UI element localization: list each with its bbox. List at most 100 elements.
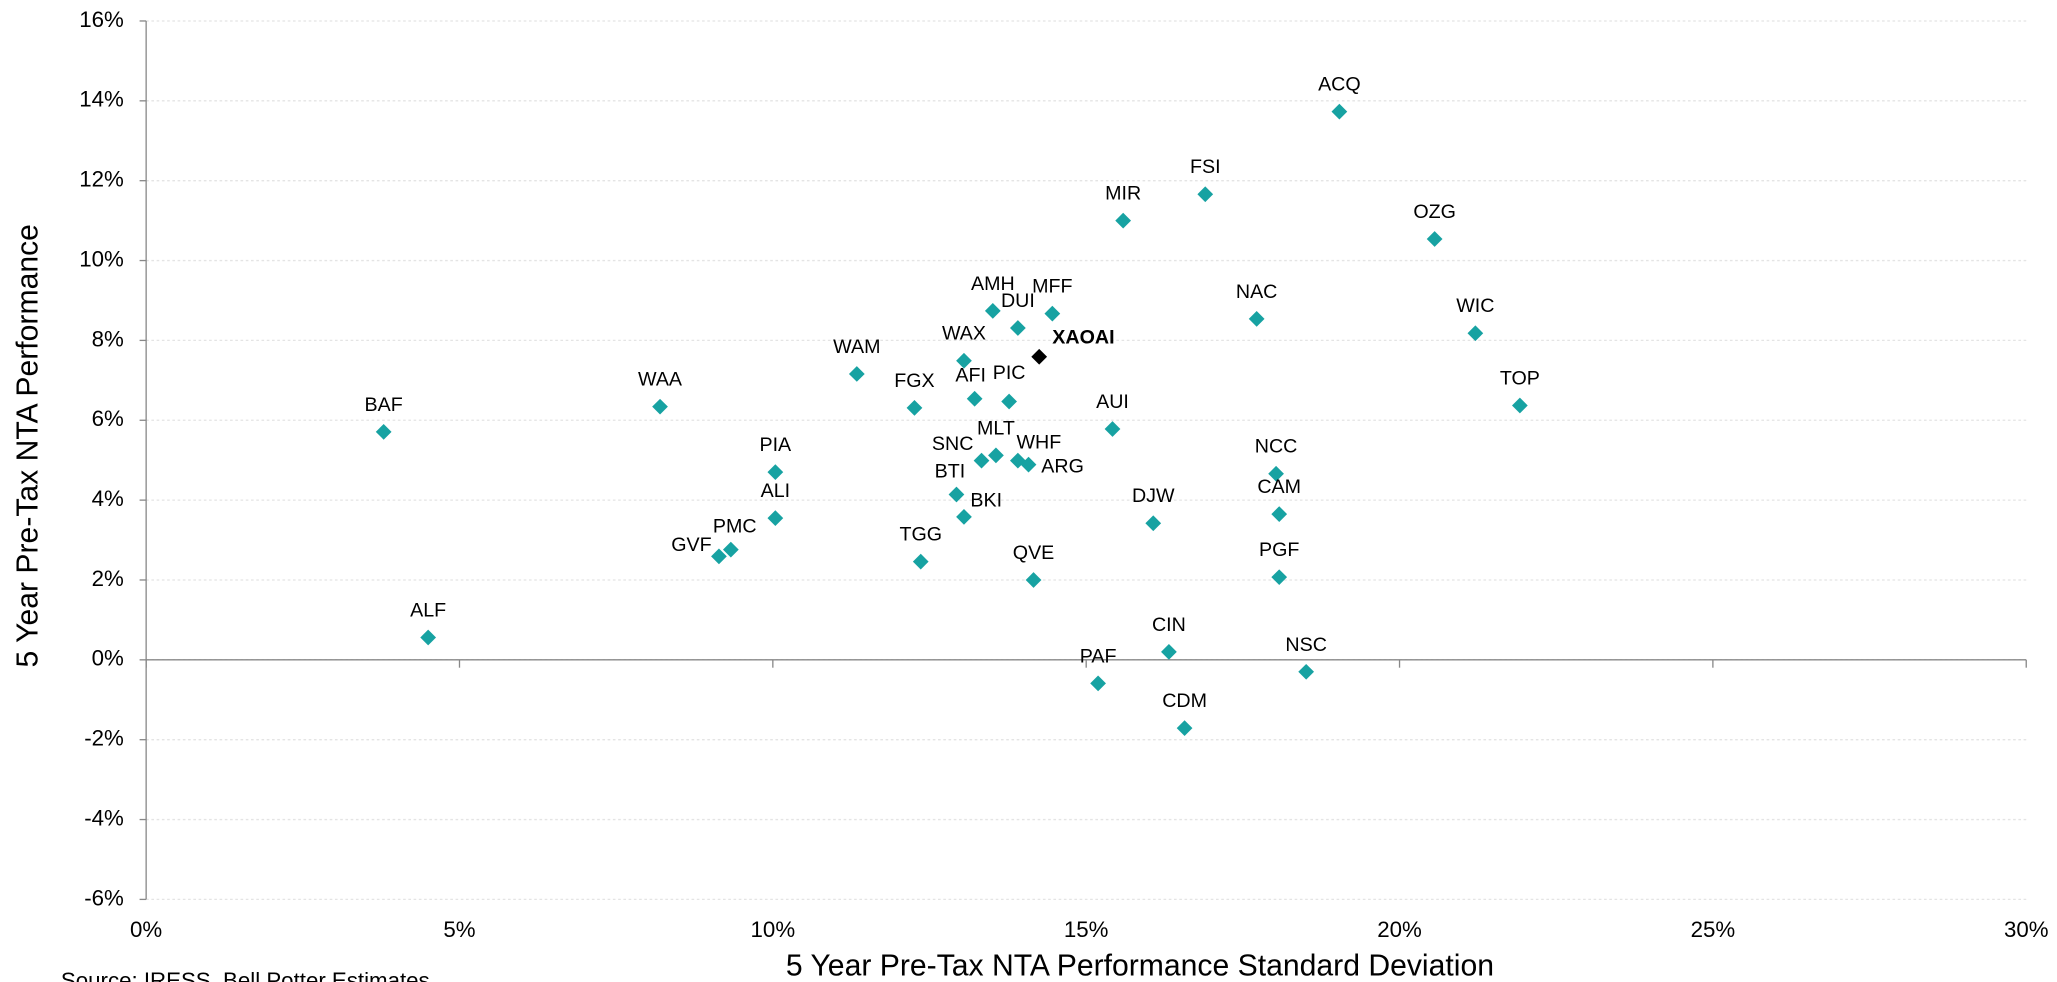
point-label: FGX	[894, 370, 934, 392]
point	[1145, 515, 1162, 532]
point	[1161, 643, 1177, 660]
point	[1020, 456, 1037, 473]
point	[1010, 320, 1026, 336]
point-label: AFI	[955, 365, 986, 387]
point-label: AUI	[1096, 391, 1129, 413]
y-tick-label: -6%	[84, 885, 124, 910]
point	[1031, 348, 1048, 365]
point	[988, 447, 1004, 464]
point	[1511, 397, 1528, 414]
point-label: PIC	[993, 362, 1026, 384]
point-label: PGF	[1259, 539, 1299, 561]
point-label: CIN	[1152, 614, 1186, 636]
point-label: DUI	[1001, 290, 1035, 312]
point	[1176, 720, 1193, 736]
y-tick-label: 14%	[79, 87, 124, 112]
x-axis-title: 5 Year Pre-Tax NTA Performance Standard …	[786, 950, 1494, 982]
x-tick-label: 5%	[443, 917, 475, 942]
point-label: OZG	[1413, 201, 1456, 223]
point	[1090, 675, 1106, 692]
x-tick-label: 20%	[1377, 917, 1422, 942]
point	[906, 400, 923, 416]
point	[912, 553, 929, 570]
x-tick-label: 15%	[1064, 917, 1109, 942]
point-label: QVE	[1013, 542, 1055, 564]
point	[1467, 325, 1484, 342]
point	[966, 390, 983, 407]
point	[1298, 663, 1315, 680]
y-tick-label: 10%	[79, 246, 124, 271]
y-tick-label: 2%	[92, 566, 124, 591]
point-label: TOP	[1500, 367, 1540, 389]
point-label: PAF	[1080, 645, 1117, 667]
point-label: CAM	[1257, 476, 1301, 498]
point	[420, 629, 437, 646]
point-label: PIA	[760, 434, 793, 456]
point-label: GVF	[671, 534, 711, 556]
point-label: DJW	[1132, 485, 1175, 507]
point	[956, 352, 972, 369]
point	[1115, 212, 1132, 229]
point-label: ACQ	[1318, 74, 1361, 96]
x-tick-label: 10%	[751, 917, 796, 942]
point	[652, 398, 668, 415]
point-label: WHF	[1016, 432, 1061, 454]
y-tick-label: 4%	[92, 486, 124, 511]
y-tick-label: -4%	[84, 805, 124, 830]
x-tick-label: 25%	[1691, 917, 1736, 942]
point-label: MLT	[977, 417, 1015, 439]
y-tick-label: 16%	[79, 7, 124, 32]
point	[848, 366, 865, 382]
point-label: XAOAI	[1052, 327, 1114, 349]
point	[984, 302, 1001, 319]
point-label: NSC	[1285, 634, 1327, 656]
point-label: CDM	[1162, 690, 1207, 712]
point	[1001, 393, 1017, 410]
point	[1025, 572, 1042, 588]
point-label: TGG	[899, 524, 942, 546]
point	[1271, 569, 1288, 586]
point	[956, 509, 972, 525]
point	[973, 452, 990, 469]
point	[1104, 421, 1121, 437]
y-axis-title: 5 Year Pre-Tax NTA Performance	[11, 224, 44, 667]
point-label: FSI	[1190, 156, 1221, 178]
point	[711, 548, 727, 565]
point	[1248, 310, 1265, 327]
point	[1197, 186, 1214, 203]
point-label: MIR	[1105, 183, 1141, 205]
y-tick-label: 6%	[92, 406, 124, 431]
point	[1331, 103, 1348, 120]
point	[375, 423, 392, 440]
point	[767, 510, 784, 526]
y-tick-label: 8%	[92, 326, 124, 351]
point	[1426, 231, 1443, 247]
point-label: NCC	[1255, 436, 1298, 458]
x-tick-label: 30%	[2004, 917, 2049, 942]
point-label: BTI	[935, 460, 966, 482]
x-tick-label: 0%	[130, 917, 162, 942]
point-label: ALI	[761, 480, 791, 502]
source-note: Source: IRESS, Bell Potter Estimates	[61, 968, 430, 982]
point-label: ALF	[410, 599, 446, 621]
y-tick-label: 0%	[92, 646, 124, 671]
point-label: SNC	[932, 433, 974, 455]
point-label: NAC	[1236, 281, 1278, 303]
point-label: WAM	[833, 336, 880, 358]
point	[1044, 305, 1061, 322]
point	[948, 486, 965, 503]
y-tick-label: -2%	[84, 726, 124, 751]
point-label: WAA	[638, 369, 683, 391]
point-label: BKI	[970, 489, 1002, 511]
point-label: WIC	[1456, 295, 1494, 317]
point-label: WAX	[942, 323, 986, 345]
point-label: MFF	[1032, 276, 1072, 298]
point-label: ARG	[1041, 455, 1084, 477]
point	[1271, 506, 1288, 522]
point	[767, 464, 784, 481]
point-label: BAF	[365, 394, 403, 416]
y-tick-label: 12%	[79, 167, 124, 192]
point-label: AMH	[971, 273, 1015, 295]
